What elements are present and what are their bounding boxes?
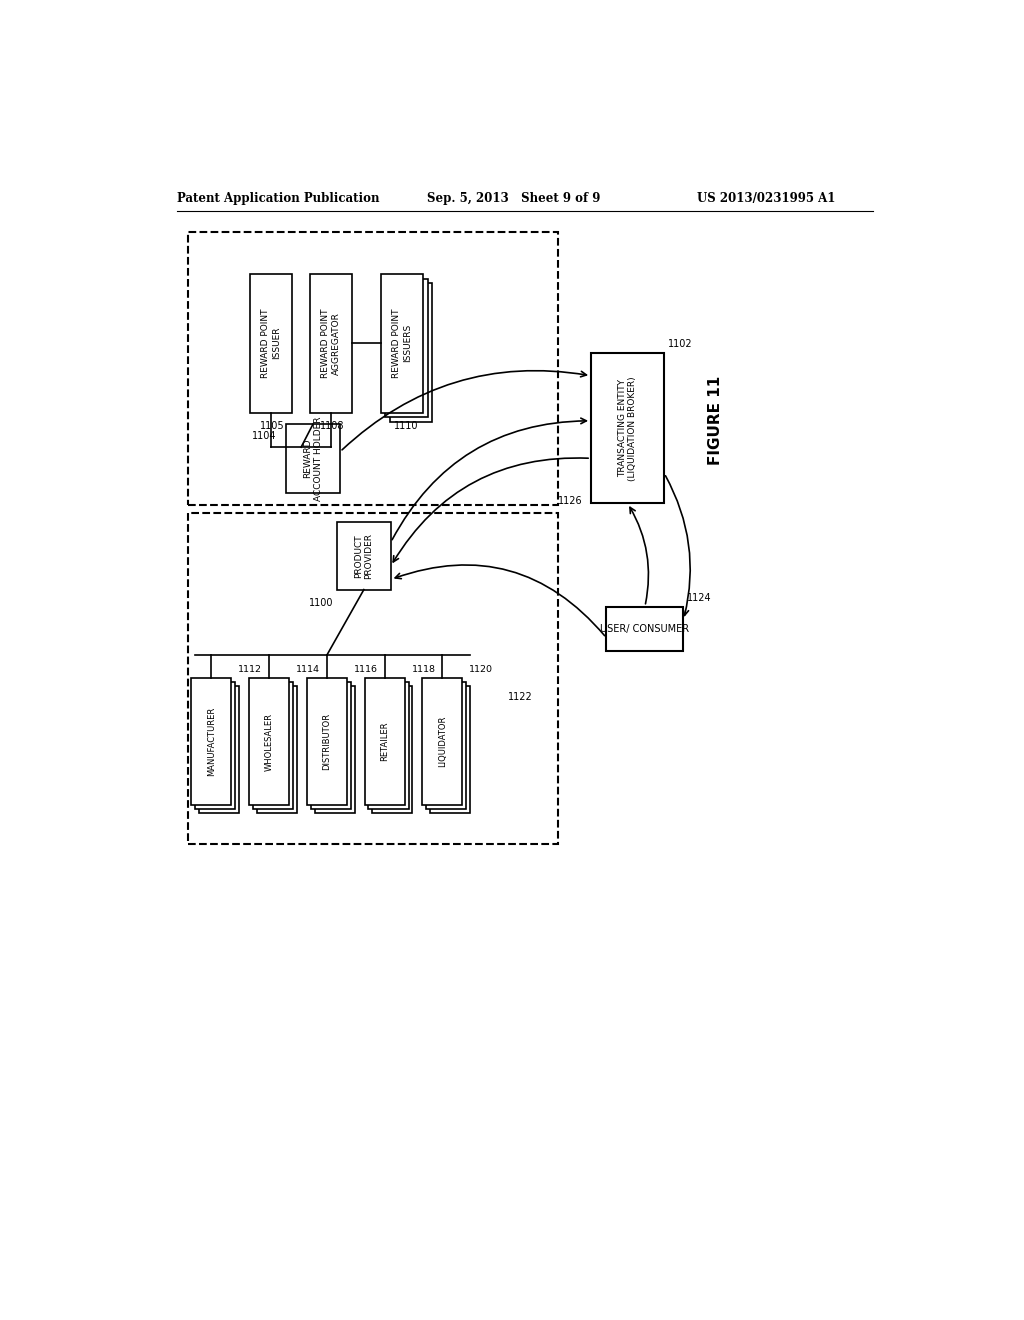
Bar [422,678,463,805]
Bar [365,678,404,805]
Bar [369,682,409,809]
Text: 1126: 1126 [558,496,583,506]
Text: MANUFACTURER: MANUFACTURER [207,708,216,776]
Bar [188,512,558,843]
Text: REWARD
ACCOUNT HOLDER: REWARD ACCOUNT HOLDER [303,416,323,502]
Text: REWARD POINT
ISSUER: REWARD POINT ISSUER [261,309,281,378]
Text: FIGURE 11: FIGURE 11 [709,376,723,465]
Text: 1110: 1110 [394,421,419,432]
Text: 1105: 1105 [260,421,285,432]
Bar [606,607,683,651]
Text: US 2013/0231995 A1: US 2013/0231995 A1 [696,191,835,205]
Text: 1116: 1116 [354,665,378,675]
Bar [310,682,351,809]
Bar [381,275,423,412]
Text: 1118: 1118 [412,665,435,675]
Text: 1114: 1114 [296,665,321,675]
Text: RETAILER: RETAILER [380,722,389,762]
Text: 1102: 1102 [668,339,692,350]
Text: LIQUIDATOR: LIQUIDATOR [438,715,446,767]
Bar [390,284,432,422]
Bar [591,354,665,503]
Bar [385,279,428,417]
Bar [426,682,466,809]
Text: 1104: 1104 [252,430,276,441]
Bar [249,678,289,805]
Bar [250,275,292,412]
Bar [307,678,347,805]
Bar [191,678,231,805]
Bar [430,686,470,813]
Text: 1122: 1122 [508,693,532,702]
Text: PRODUCT
PROVIDER: PRODUCT PROVIDER [354,533,374,578]
Text: TRANSACTING ENTITY
(LIQUIDATION BROKER): TRANSACTING ENTITY (LIQUIDATION BROKER) [617,376,637,480]
Bar [199,686,240,813]
Text: DISTRIBUTOR: DISTRIBUTOR [323,713,332,771]
Text: REWARD POINT
ISSUERS: REWARD POINT ISSUERS [392,309,412,378]
Text: USER/ CONSUMER: USER/ CONSUMER [600,624,689,634]
Text: WHOLESALER: WHOLESALER [264,713,273,771]
Bar [196,682,236,809]
Bar [314,686,354,813]
Bar [286,424,340,494]
Text: Sep. 5, 2013   Sheet 9 of 9: Sep. 5, 2013 Sheet 9 of 9 [427,191,600,205]
Text: 1112: 1112 [239,665,262,675]
Bar [310,275,352,412]
Bar [188,231,558,506]
Bar [337,521,391,590]
Bar [257,686,297,813]
Text: 1100: 1100 [308,598,333,609]
Text: 1120: 1120 [469,665,494,675]
Text: Patent Application Publication: Patent Application Publication [177,191,379,205]
Bar [253,682,293,809]
Bar [373,686,413,813]
Text: 1124: 1124 [687,593,712,603]
Text: 1108: 1108 [321,421,345,432]
Text: REWARD POINT
AGGREGATOR: REWARD POINT AGGREGATOR [322,309,341,378]
